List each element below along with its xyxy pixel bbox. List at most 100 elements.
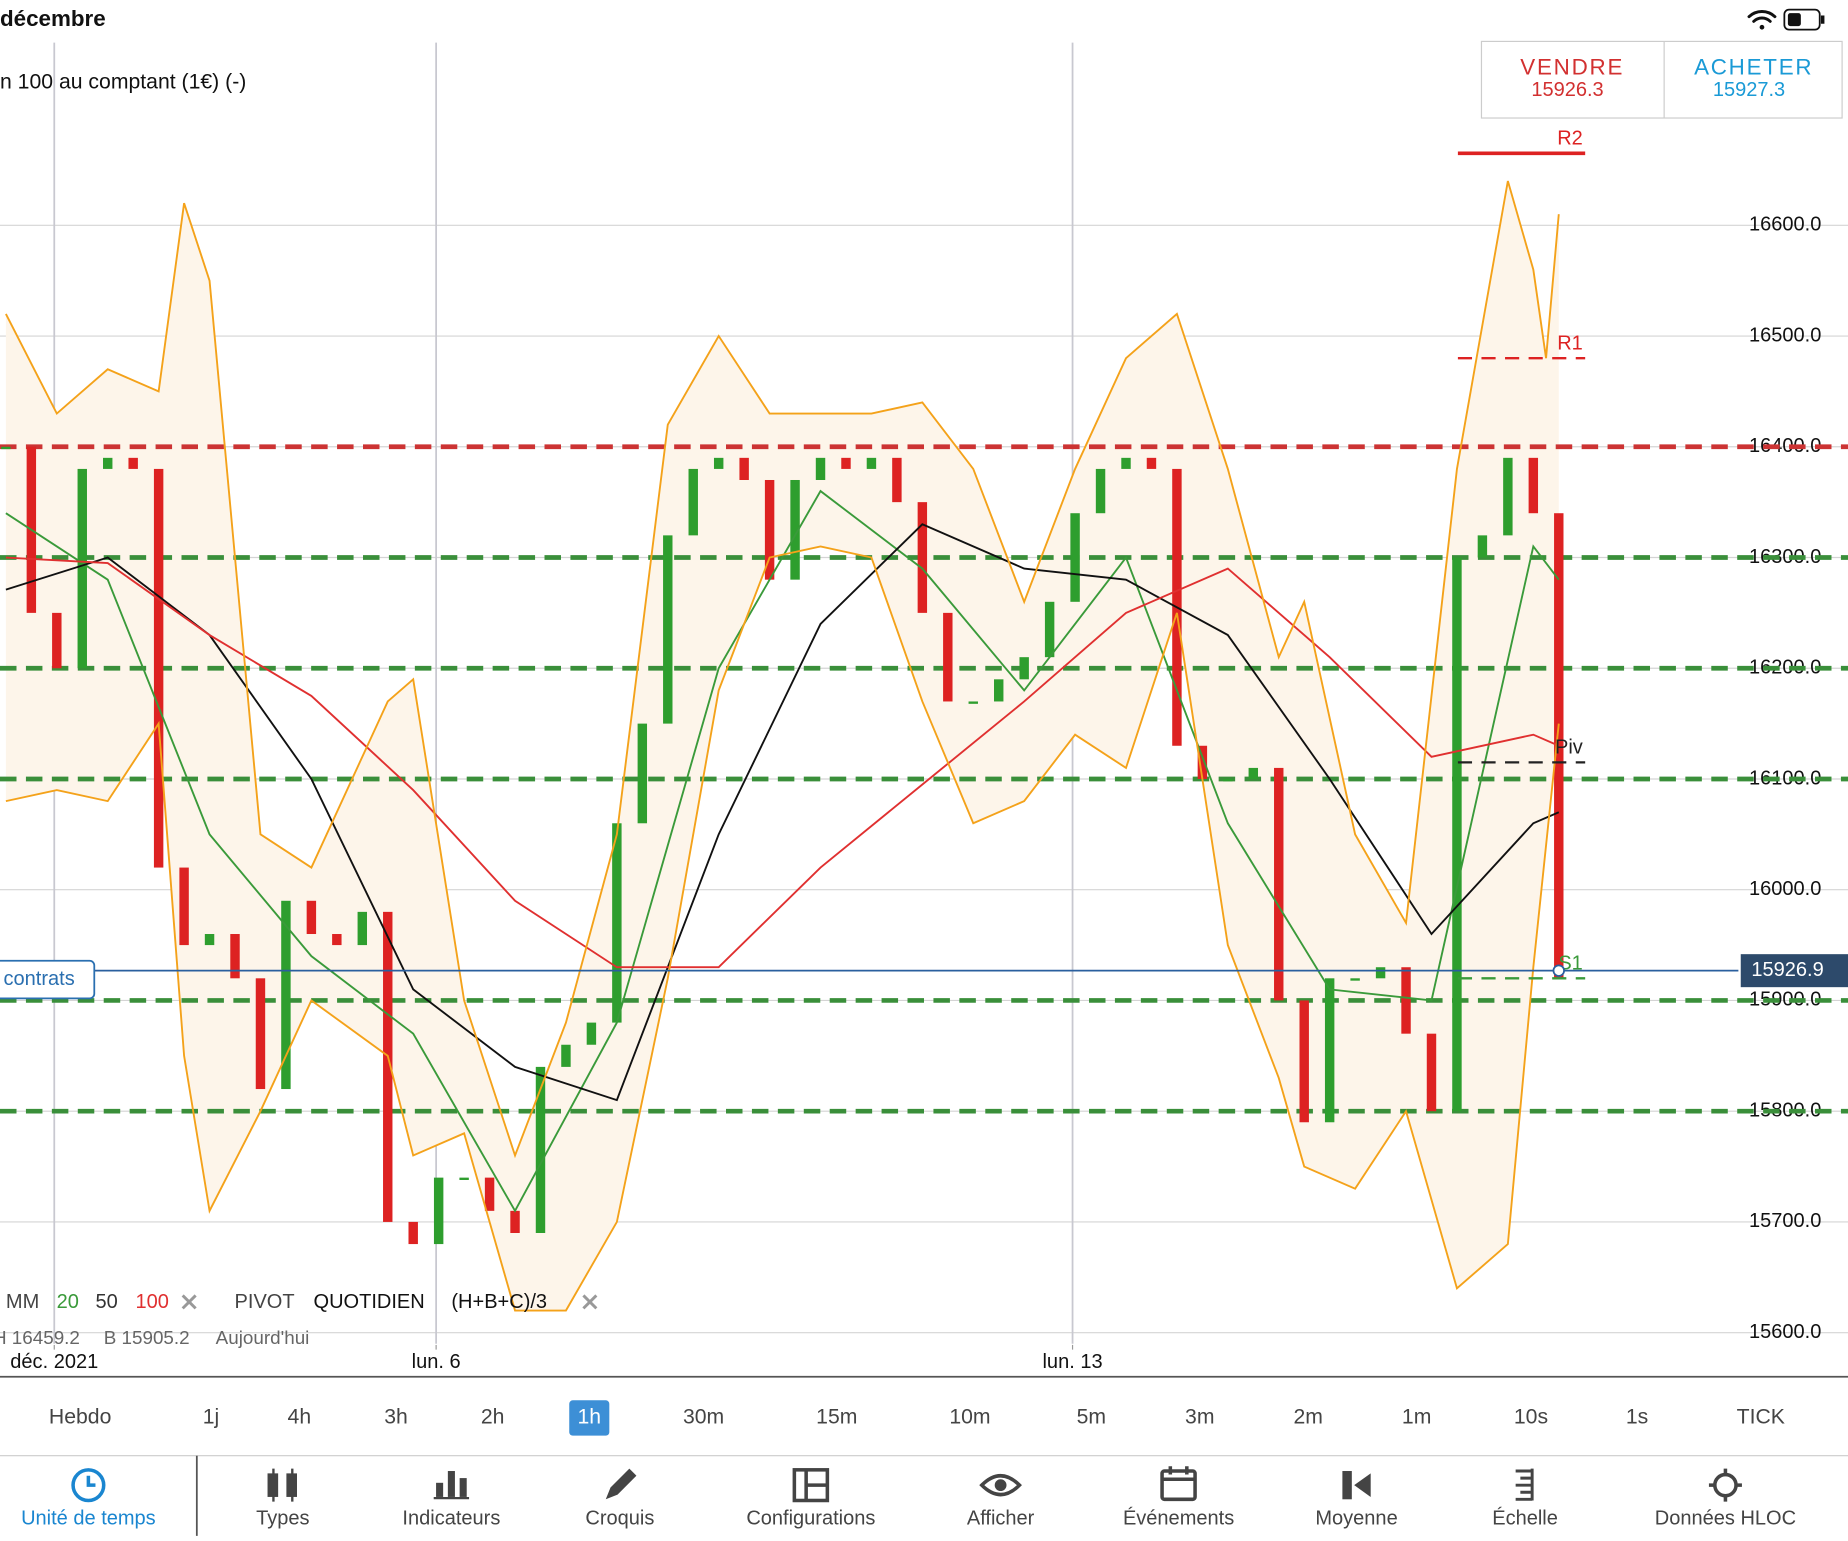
sell-price[interactable]: 15926.3 [1531, 79, 1603, 101]
toolbar-icon[interactable] [433, 1471, 470, 1500]
x-axis: déc. 2021 lun. 6 lun. 13 [10, 1344, 1103, 1373]
buy-label[interactable]: ACHETER [1694, 54, 1813, 79]
candle [688, 468, 698, 536]
candle [255, 978, 266, 1090]
y-tick-label: 16300.0 [1749, 546, 1821, 568]
candle [1019, 657, 1029, 680]
candle [1324, 978, 1335, 1123]
candle [1299, 1000, 1309, 1123]
legend-entry[interactable]: 20 [57, 1291, 79, 1313]
legend-entry[interactable]: 50 [95, 1291, 117, 1313]
status-icons [1747, 8, 1825, 31]
buy-price[interactable]: 15927.3 [1713, 79, 1785, 101]
toolbar-icon[interactable] [71, 1468, 106, 1503]
position-label[interactable]: contrats [4, 968, 75, 990]
toolbar-item[interactable]: Afficher [967, 1473, 1035, 1530]
sell-button[interactable]: VENDRE 15926.3 [1520, 54, 1624, 101]
toolbar-icon[interactable] [267, 1468, 297, 1502]
legend-entry[interactable]: 100 [136, 1291, 169, 1313]
toolbar-icon[interactable] [1515, 1468, 1534, 1501]
candle [459, 1177, 469, 1180]
toolbar-icon[interactable] [1708, 1468, 1742, 1502]
toolbar-icon[interactable] [792, 1468, 830, 1503]
candle [1426, 1033, 1437, 1112]
candle [1197, 745, 1208, 779]
timeframe-option[interactable]: 1m [1402, 1406, 1431, 1429]
toolbar-label[interactable]: Types [256, 1508, 309, 1530]
remove-icons[interactable] [181, 1294, 598, 1310]
buy-button[interactable]: ACHETER 15927.3 [1694, 54, 1813, 101]
timeframe-option[interactable]: TICK [1737, 1406, 1785, 1429]
candle [1095, 468, 1106, 514]
last-price-dot [1552, 964, 1565, 977]
candle [1044, 601, 1055, 658]
y-tick-label: 16000.0 [1749, 878, 1821, 900]
position-frame[interactable] [0, 959, 96, 1000]
timeframe-option[interactable]: 3h [384, 1406, 408, 1429]
pivot-period: QUOTIDIEN [314, 1291, 425, 1313]
sell-label[interactable]: VENDRE [1520, 54, 1624, 79]
toolbar-label[interactable]: Unité de temps [21, 1508, 156, 1530]
toolbar-label[interactable]: Événements [1123, 1507, 1234, 1530]
position-tag[interactable]: contrats [0, 959, 96, 1000]
y-tick-label: 15900.0 [1749, 989, 1821, 1011]
candle [790, 479, 800, 580]
candle [103, 457, 113, 469]
session-info-item: H 16459.2 [0, 1327, 80, 1348]
toolbar-label[interactable]: Échelle [1492, 1507, 1558, 1530]
timeframe-option[interactable]: 30m [683, 1406, 724, 1429]
timeframe-option[interactable]: 3m [1185, 1406, 1214, 1429]
toolbar-item[interactable]: Unité de temps [21, 1468, 156, 1530]
toolbar-item[interactable]: Moyenne [1315, 1471, 1398, 1530]
toolbar-item[interactable]: Types [256, 1468, 310, 1530]
toolbar-icon[interactable] [1160, 1466, 1197, 1502]
last-price-label: 15926.9 [1751, 959, 1823, 981]
toolbar-label[interactable]: Indicateurs [402, 1508, 500, 1530]
session-info-item: Aujourd'hui [216, 1327, 310, 1348]
toolbar-label[interactable]: Données HLOC [1655, 1508, 1796, 1530]
session-info-item: B 15905.2 [104, 1327, 190, 1348]
candle [153, 468, 164, 868]
candle [764, 479, 775, 580]
toolbar-item[interactable]: Échelle [1492, 1468, 1558, 1530]
toolbar-label[interactable]: Afficher [967, 1508, 1035, 1530]
candle [1070, 513, 1080, 602]
timeframe-option[interactable]: 1h [577, 1406, 601, 1429]
toolbar-icon[interactable] [1342, 1471, 1371, 1500]
toolbar-item[interactable]: Croquis [585, 1468, 654, 1530]
toolbar-icon[interactable] [979, 1473, 1022, 1497]
timeframe-option[interactable]: 1j [203, 1406, 220, 1429]
timeframe-option[interactable]: 2m [1293, 1406, 1322, 1429]
candle [663, 535, 673, 724]
toolbar-item[interactable]: Données HLOC [1655, 1468, 1796, 1530]
timeframe-option[interactable]: 1s [1626, 1406, 1648, 1429]
toolbar-label[interactable]: Configurations [746, 1508, 875, 1530]
candle [77, 468, 87, 669]
y-tick-label: 15700.0 [1749, 1210, 1821, 1232]
pivot-formula: (H+B+C)/3 [451, 1291, 547, 1313]
candle [841, 457, 851, 469]
candle [637, 723, 648, 824]
timeframe-option[interactable]: 4h [288, 1406, 312, 1429]
toolbar-item[interactable]: Événements [1123, 1466, 1234, 1530]
toolbar-item[interactable]: Configurations [746, 1468, 875, 1530]
timeframe-option[interactable]: 2h [481, 1406, 505, 1429]
timeframe-option[interactable]: Hebdo [49, 1406, 111, 1429]
candle [994, 679, 1004, 702]
x-tick-label: lun. 13 [1042, 1351, 1102, 1373]
timeframe-option[interactable]: 10s [1514, 1406, 1548, 1429]
toolbar-item[interactable]: Indicateurs [402, 1471, 500, 1530]
candle [433, 1177, 444, 1245]
timeframe-selected[interactable] [569, 1400, 610, 1436]
candle [866, 457, 877, 469]
toolbar-icon[interactable] [605, 1468, 637, 1500]
y-tick-label: 16500.0 [1749, 324, 1821, 346]
candle [586, 1022, 597, 1045]
toolbar-label[interactable]: Moyenne [1315, 1508, 1397, 1530]
timeframe-option[interactable]: 15m [816, 1406, 857, 1429]
toolbar-label[interactable]: Croquis [585, 1508, 654, 1530]
timeframe-option[interactable]: 5m [1077, 1406, 1106, 1429]
timeframe-option[interactable]: 10m [949, 1406, 990, 1429]
candle [1452, 557, 1462, 1112]
y-tick-label: 15600.0 [1749, 1321, 1821, 1343]
